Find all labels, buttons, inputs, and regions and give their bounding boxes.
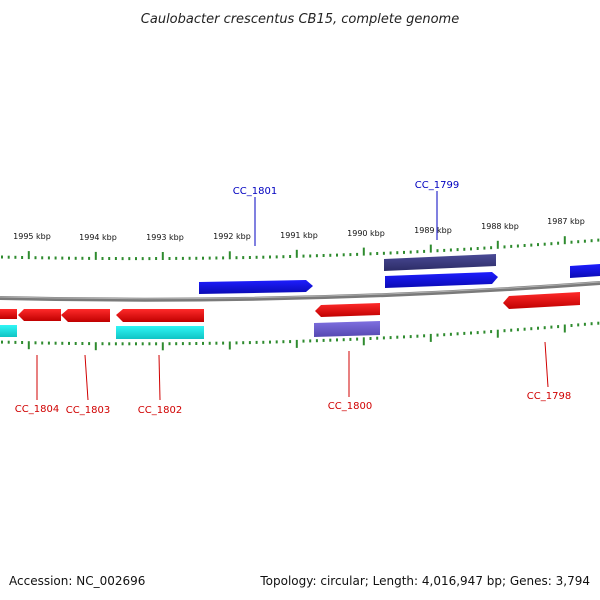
reverse-strand-genes [0,292,580,339]
tick-label-1994: 1994 kbp [79,233,117,242]
gene-CC_1798[interactable] [503,292,580,309]
map-title: Caulobacter crescentus CB15, complete ge… [141,12,459,27]
gene-CC_1804[interactable] [18,309,61,321]
gene-CC_1800-alt[interactable] [314,321,380,337]
genome-summary-text: Topology: circular; Length: 4,016,947 bp… [260,574,590,588]
ruler-ticks-bottom [1,321,600,351]
tick-label-1991: 1991 kbp [280,231,318,240]
tick-label-1992: 1992 kbp [213,232,251,241]
tick-label-1987: 1987 kbp [547,217,585,226]
gene-label-CC_1800[interactable]: CC_1800 [328,401,372,412]
gene-leader-lines [36,191,549,401]
tick-label-1993: 1993 kbp [146,233,184,242]
tick-label-1988: 1988 kbp [481,222,519,231]
gene-label-CC_1799[interactable]: CC_1799 [415,180,459,191]
gene-partial-left[interactable] [0,309,17,319]
gene-CC_1799-alt[interactable] [384,254,496,271]
tick-label-1995: 1995 kbp [13,232,51,241]
gene-label-CC_1803[interactable]: CC_1803 [66,405,110,416]
gene-label-CC_1801[interactable]: CC_1801 [233,186,277,197]
ruler-ticks-top [1,236,600,261]
tick-label-1989: 1989 kbp [414,226,452,235]
gene-partial-left-rna[interactable] [0,325,17,337]
gene-label-CC_1804[interactable]: CC_1804 [15,404,59,415]
gene-CC_1801[interactable] [199,280,313,294]
gene-CC_1800[interactable] [315,303,380,317]
gene-CC_1799[interactable] [385,272,498,288]
gene-partial-right[interactable] [570,264,600,278]
gene-CC_1803[interactable] [61,309,110,322]
genome-backbone [0,281,600,302]
gene-CC_1802-rna[interactable] [116,326,204,339]
accession-text: Accession: NC_002696 [9,574,146,588]
gene-label-CC_1798[interactable]: CC_1798 [527,391,571,402]
gene-labels: CC_1804 CC_1803 CC_1802 CC_1801 CC_1800 … [15,180,571,416]
tick-label-1990: 1990 kbp [347,229,385,238]
gene-label-CC_1802[interactable]: CC_1802 [138,405,182,416]
ruler-labels: 1995 kbp 1994 kbp 1993 kbp 1992 kbp 1991… [13,217,585,242]
forward-strand-genes [199,254,600,294]
gene-CC_1802[interactable] [116,309,204,322]
